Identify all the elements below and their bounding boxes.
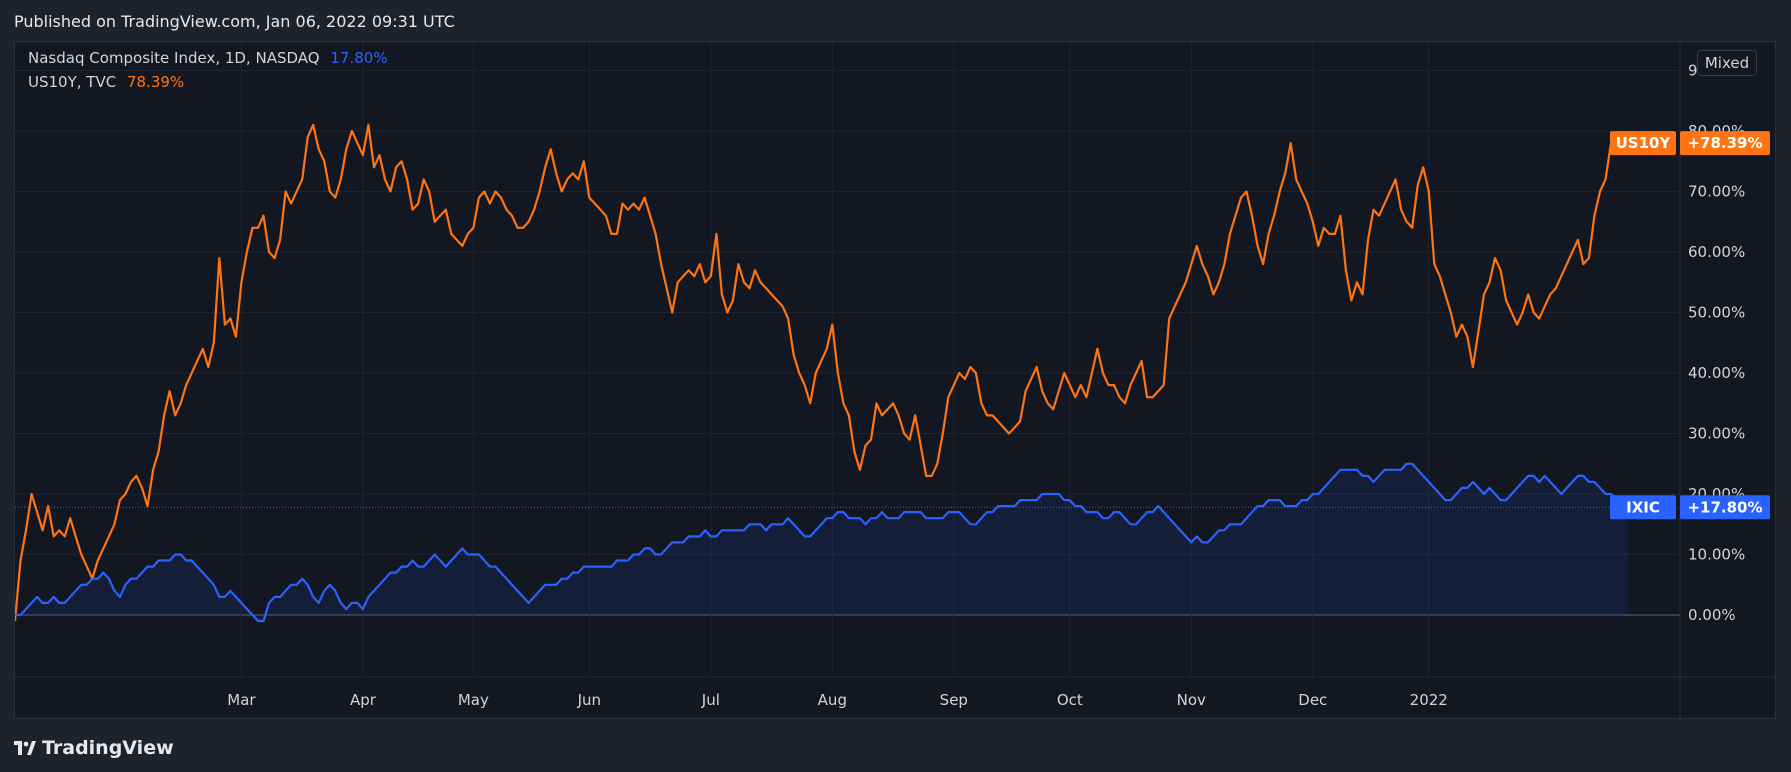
y-tick-label: 10.00% <box>1688 546 1745 564</box>
last-value-tag-label: IXIC <box>1626 498 1660 516</box>
x-tick-label: Jun <box>577 691 601 709</box>
x-tick-label: Apr <box>350 691 377 709</box>
legend-us10y[interactable]: US10Y, TVC 78.39% <box>28 73 184 91</box>
y-tick-label: 60.00% <box>1688 243 1745 261</box>
tradingview-brand[interactable]: TradingView <box>14 736 174 760</box>
last-value-tag-ixic: IXIC +17.80% <box>1610 495 1770 520</box>
series-line-us10y[interactable] <box>15 123 1613 622</box>
y-tick-label: 30.00% <box>1688 425 1745 443</box>
legend-us10y-value: 78.39% <box>126 73 185 91</box>
series-line-ixic[interactable] <box>15 462 1628 623</box>
last-value-tag-value: +78.39% <box>1687 134 1762 152</box>
y-tick-label: 70.00% <box>1688 183 1745 201</box>
legend-ixic-value: 17.80% <box>330 49 388 67</box>
last-value-tag-us10y: US10Y +78.39% <box>1610 131 1770 156</box>
x-tick-label: Nov <box>1177 691 1206 709</box>
x-tick-label: 2022 <box>1410 691 1448 709</box>
legend-ixic-label: Nasdaq Composite Index, 1D, NASDAQ <box>28 49 320 67</box>
legend-ixic[interactable]: Nasdaq Composite Index, 1D, NASDAQ 17.80… <box>28 49 388 67</box>
y-tick-label: 40.00% <box>1688 364 1745 382</box>
last-value-tag-label: US10Y <box>1616 134 1672 152</box>
x-tick-label: Sep <box>940 691 968 709</box>
y-tick-label: 50.00% <box>1688 304 1745 322</box>
scale-mode-button[interactable]: Mixed <box>1697 50 1757 76</box>
ixic-area-fill <box>15 463 1628 621</box>
chart-canvas[interactable]: 0.00%10.00%20.00%30.00%40.00%50.00%60.00… <box>15 42 1777 720</box>
legend-us10y-label: US10Y, TVC <box>28 73 117 91</box>
last-value-tag-value: +17.80% <box>1687 498 1762 516</box>
tradingview-logo-icon <box>14 736 36 760</box>
x-tick-label: Dec <box>1298 691 1327 709</box>
y-tick-label: 0.00% <box>1688 606 1736 624</box>
x-tick-label: Aug <box>818 691 847 709</box>
x-tick-label: Mar <box>227 691 256 709</box>
chart-pane[interactable]: 0.00% 10.00% 20.00% 30.00% 40.00% 50.00% 60.00… <box>14 41 1777 720</box>
x-tick-label: Oct <box>1057 691 1083 709</box>
brand-name: TradingView <box>42 737 174 759</box>
published-caption: Published on TradingView.com, Jan 06, 20… <box>14 12 455 31</box>
x-tick-label: May <box>458 691 489 709</box>
x-tick-label: Jul <box>701 691 720 709</box>
